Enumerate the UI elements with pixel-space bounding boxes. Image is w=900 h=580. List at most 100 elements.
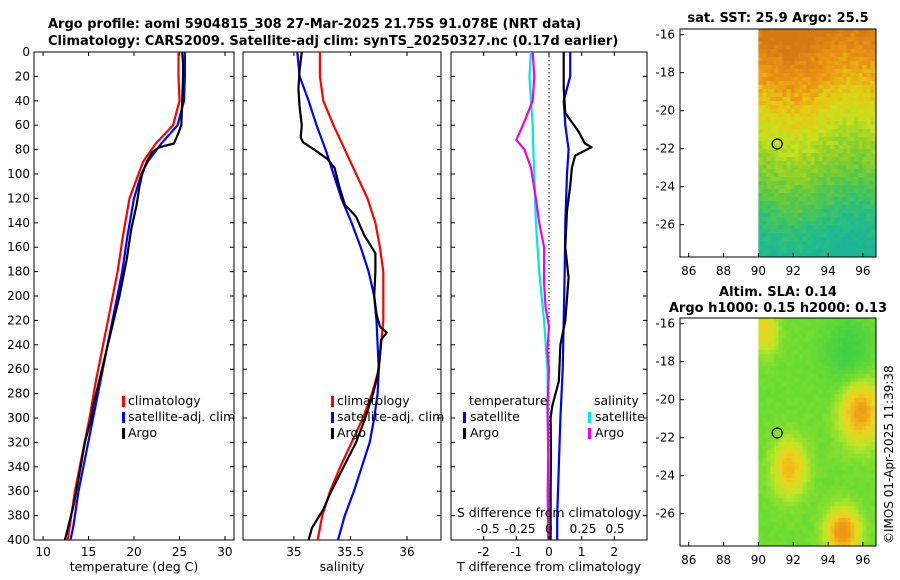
heatmap-cell <box>770 237 775 242</box>
heatmap-cell <box>782 53 787 58</box>
heatmap-cell <box>834 334 839 339</box>
heatmap-cell <box>850 197 855 202</box>
heatmap-cell <box>814 157 819 162</box>
heatmap-cell <box>802 390 807 395</box>
salinity-series <box>296 52 388 540</box>
heatmap-cell <box>778 181 783 186</box>
heatmap-cell <box>850 201 855 206</box>
heatmap-cell <box>842 121 847 126</box>
heatmap-cell <box>854 454 859 459</box>
heatmap-cell <box>782 522 787 527</box>
heatmap-cell <box>854 390 859 395</box>
heatmap-cell <box>762 53 767 58</box>
heatmap-cell <box>814 245 819 250</box>
heatmap-cell <box>842 502 847 507</box>
heatmap-cell <box>830 253 835 257</box>
heatmap-cell <box>782 29 787 34</box>
heatmap-cell <box>870 217 875 222</box>
heatmap-cell <box>822 249 827 254</box>
heatmap-cell <box>870 77 875 82</box>
heatmap-cell <box>830 73 835 78</box>
heatmap-cell <box>822 346 827 351</box>
heatmap-cell <box>874 422 876 427</box>
heatmap-cell <box>834 418 839 423</box>
heatmap-cell <box>766 229 771 234</box>
heatmap-cell <box>798 205 803 210</box>
heatmap-cell <box>818 354 823 359</box>
heatmap-cell <box>834 201 839 206</box>
heatmap-cell <box>762 41 767 46</box>
heatmap-cell <box>802 518 807 523</box>
heatmap-cell <box>818 237 823 242</box>
heatmap-cell <box>810 33 815 38</box>
heatmap-cell <box>758 390 763 395</box>
heatmap-cell <box>762 181 767 186</box>
heatmap-cell <box>786 157 791 162</box>
heatmap-cell <box>790 201 795 206</box>
heatmap-cell <box>870 29 875 34</box>
heatmap-cell <box>862 73 867 78</box>
heatmap-cell <box>818 125 823 130</box>
heatmap-cell <box>846 522 851 527</box>
heatmap-cell <box>810 394 815 399</box>
heatmap-cell <box>806 253 811 257</box>
heatmap-cell <box>774 542 779 546</box>
heatmap-cell <box>818 29 823 34</box>
heatmap-cell <box>758 358 763 363</box>
heatmap-cell <box>862 77 867 82</box>
heatmap-cell <box>778 85 783 90</box>
heatmap-cell <box>862 193 867 198</box>
heatmap-cell <box>854 141 859 146</box>
heatmap-cell <box>794 498 799 503</box>
heatmap-cell <box>854 137 859 142</box>
heatmap-cell <box>806 241 811 246</box>
heatmap-cell <box>766 105 771 110</box>
heatmap-cell <box>806 526 811 531</box>
heatmap-cell <box>822 398 827 403</box>
heatmap-cell <box>766 490 771 495</box>
heatmap-cell <box>830 334 835 339</box>
heatmap-cell <box>834 354 839 359</box>
heatmap-cell <box>782 490 787 495</box>
heatmap-cell <box>850 53 855 58</box>
heatmap-cell <box>762 522 767 527</box>
heatmap-cell <box>826 173 831 178</box>
heatmap-cell <box>782 189 787 194</box>
heatmap-cell <box>766 121 771 126</box>
heatmap-cell <box>798 81 803 86</box>
heatmap-cell <box>790 486 795 491</box>
heatmap-cell <box>850 414 855 419</box>
heatmap-cell <box>838 125 843 130</box>
heatmap-cell <box>810 137 815 142</box>
heatmap-cell <box>794 33 799 38</box>
heatmap-cell <box>758 458 763 463</box>
heatmap-cell <box>794 97 799 102</box>
heatmap-cell <box>762 29 767 34</box>
heatmap-cell <box>758 326 763 331</box>
heatmap-cell <box>774 181 779 186</box>
heatmap-cell <box>814 482 819 487</box>
heatmap-cell <box>862 402 867 407</box>
heatmap-cell <box>798 358 803 363</box>
heatmap-cell <box>846 342 851 347</box>
heatmap-cell <box>802 322 807 327</box>
series-line-argo <box>297 52 388 540</box>
heatmap-cell <box>786 526 791 531</box>
heatmap-cell <box>870 526 875 531</box>
heatmap-cell <box>818 402 823 407</box>
heatmap-cell <box>766 366 771 371</box>
heatmap-cell <box>758 466 763 471</box>
heatmap-cell <box>874 502 876 507</box>
heatmap-cell <box>858 225 863 230</box>
heatmap-cell <box>790 77 795 82</box>
heatmap-cell <box>838 85 843 90</box>
heatmap-cell <box>858 534 863 539</box>
heatmap-cell <box>782 45 787 50</box>
heatmap-cell <box>874 506 876 511</box>
heatmap-cell <box>862 450 867 455</box>
heatmap-cell <box>782 157 787 162</box>
heatmap-cell <box>826 394 831 399</box>
heatmap-cell <box>858 69 863 74</box>
heatmap-cell <box>810 466 815 471</box>
heatmap-cell <box>770 89 775 94</box>
